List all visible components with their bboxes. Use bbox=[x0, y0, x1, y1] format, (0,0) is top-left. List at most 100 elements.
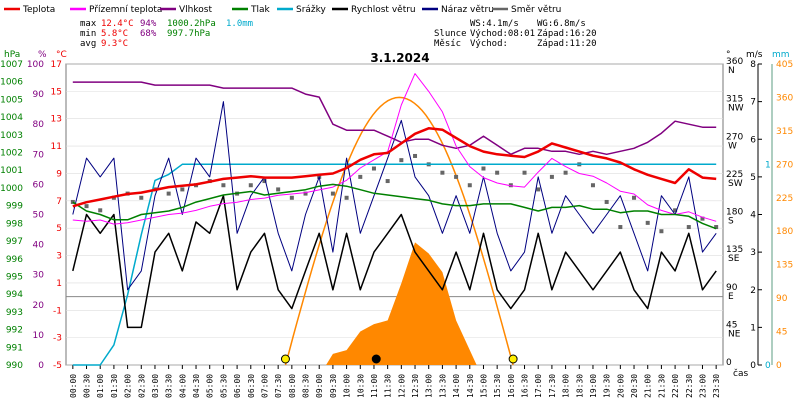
temperature-axis-tick: 11 bbox=[51, 142, 62, 152]
pressure-axis-tick: 992 bbox=[6, 326, 23, 336]
humidity-line bbox=[72, 81, 717, 156]
x-axis-tick-label: 04:30 bbox=[192, 374, 201, 398]
astro-info: WS:4.1m/s WG:6.8m/s Slunce Východ:08:01 … bbox=[434, 19, 597, 49]
astro-marker bbox=[280, 354, 290, 364]
x-axis-tick-label: 05:30 bbox=[219, 374, 228, 398]
wind-direction-point bbox=[604, 199, 609, 204]
x-axis-tick-label: 10:30 bbox=[356, 374, 365, 398]
wind-direction-point bbox=[289, 195, 294, 200]
wind-direction-axis-tick: 90 bbox=[726, 283, 738, 293]
legend-label-teplota: Teplota bbox=[22, 5, 55, 15]
wind-direction-point bbox=[590, 183, 595, 188]
x-axis-tick-label: 07:30 bbox=[274, 374, 283, 398]
plot-area: 1007100610051004100310021001100099999899… bbox=[0, 57, 793, 398]
humidity-axis-tick: 40 bbox=[33, 241, 45, 251]
humidity-axis-tick: 100 bbox=[27, 60, 44, 70]
wind-direction-point bbox=[399, 158, 404, 163]
wind-direction-point bbox=[686, 225, 691, 230]
humidity-axis-tick: 30 bbox=[33, 271, 45, 281]
temperature-axis-tick: 15 bbox=[51, 87, 62, 97]
rain-axis-tick: 0 bbox=[765, 361, 771, 371]
x-axis-tick-label: 11:00 bbox=[370, 374, 379, 398]
moon-label: Měsíc bbox=[434, 39, 461, 49]
sun-elevation-curve bbox=[284, 96, 514, 366]
stats-max-hum: 94% bbox=[140, 19, 157, 29]
legend: Teplota Přízemní teplota Vlhkost Tlak Sr… bbox=[4, 5, 561, 15]
pressure-axis-tick: 995 bbox=[6, 272, 23, 282]
wind-direction-point bbox=[700, 216, 705, 221]
x-axis-tick-label: 03:30 bbox=[165, 374, 174, 398]
temperature-axis-tick: 13 bbox=[51, 115, 62, 125]
wind-speed-axis-tick: 5 bbox=[750, 173, 756, 183]
wind-direction-point bbox=[139, 195, 144, 200]
wind-direction-axis-tick: 135 bbox=[726, 245, 743, 255]
wind-speed-line bbox=[72, 194, 717, 329]
wind-speed-axis-tick: 3 bbox=[750, 248, 756, 258]
pressure-axis-tick: 991 bbox=[6, 343, 23, 353]
moonrise-time: Východ: bbox=[470, 39, 508, 49]
x-axis-tick-label: 08:00 bbox=[288, 374, 297, 398]
wind-direction-point bbox=[673, 208, 678, 213]
pressure-axis-tick: 1002 bbox=[0, 149, 23, 159]
x-axis-tick-label: 13:00 bbox=[425, 374, 434, 398]
wind-direction-axis-tick: 225 bbox=[726, 170, 743, 180]
stats-max-label: max bbox=[80, 19, 97, 29]
pressure-axis-tick: 1001 bbox=[0, 166, 23, 176]
temperature-axis-tick: 9 bbox=[56, 169, 62, 179]
wind-direction-point bbox=[645, 220, 650, 225]
legend-label-srazky: Srážky bbox=[296, 5, 327, 15]
wind-direction-point bbox=[385, 179, 390, 184]
x-axis-tick-label: 22:30 bbox=[685, 374, 694, 398]
x-axis-tick-label: 09:30 bbox=[329, 374, 338, 398]
x-axis-tick-label: 21:00 bbox=[644, 374, 653, 398]
x-axis-tick-label: 02:30 bbox=[137, 374, 146, 398]
wind-direction-point bbox=[467, 183, 472, 188]
wind-direction-point bbox=[344, 195, 349, 200]
pressure-axis-tick: 998 bbox=[6, 219, 23, 229]
wind-direction-point bbox=[262, 179, 267, 184]
solar-axis-tick: 225 bbox=[776, 194, 793, 204]
wind-direction-cardinal-label: E bbox=[728, 292, 734, 302]
stats-min-press: 997.7hPa bbox=[167, 29, 210, 39]
pressure-axis-tick: 1004 bbox=[0, 113, 23, 123]
x-axis-tick-label: 08:30 bbox=[302, 374, 311, 398]
x-axis-tick-label: 01:30 bbox=[110, 374, 119, 398]
x-axis-tick-label: 23:30 bbox=[712, 374, 721, 398]
legend-label-smer-vetru: Směr větru bbox=[511, 5, 561, 15]
x-axis-tick-label: 22:00 bbox=[671, 374, 680, 398]
stats-max-temp: 12.4°C bbox=[101, 19, 134, 29]
pressure-axis-tick: 999 bbox=[6, 202, 23, 212]
x-axis-tick-label: 06:00 bbox=[233, 374, 242, 398]
x-axis-tick-label: 12:30 bbox=[411, 374, 420, 398]
x-axis-tick-label: 02:00 bbox=[124, 374, 133, 398]
x-axis-tick-label: 01:00 bbox=[96, 374, 105, 398]
x-axis-tick-label: 10:00 bbox=[343, 374, 352, 398]
x-axis-tick-label: 05:00 bbox=[206, 374, 215, 398]
x-axis-tick-label: 18:00 bbox=[562, 374, 571, 398]
wind-direction-axis-tick: 360 bbox=[726, 57, 743, 67]
x-axis-tick-label: 00:30 bbox=[83, 374, 92, 398]
pressure-axis-tick: 1000 bbox=[0, 184, 23, 194]
x-axis-tick-label: 19:00 bbox=[589, 374, 598, 398]
wind-direction-cardinal-label: N bbox=[728, 66, 735, 76]
humidity-axis-tick: 90 bbox=[33, 90, 45, 100]
wind-wg: WG:6.8m/s bbox=[537, 19, 586, 29]
legend-label-naraz-vetru: Náraz větru bbox=[441, 5, 494, 15]
x-axis-tick-label: 14:00 bbox=[452, 374, 461, 398]
wind-speed-axis-tick: 6 bbox=[750, 135, 756, 145]
astro-marker bbox=[371, 354, 381, 364]
wind-direction-point bbox=[495, 170, 500, 175]
wind-direction-point bbox=[303, 191, 308, 196]
wind-direction-axis-tick: 315 bbox=[726, 95, 743, 105]
wind-speed-axis-tick: 8 bbox=[750, 60, 756, 70]
astro-marker bbox=[508, 354, 518, 364]
stats-avg-temp: 9.3°C bbox=[101, 39, 128, 49]
axis-unit-mm: mm bbox=[772, 50, 790, 60]
x-axis-tick-label: 18:30 bbox=[575, 374, 584, 398]
sun-label: Slunce bbox=[434, 29, 467, 39]
wind-direction-point bbox=[98, 208, 103, 213]
wind-ws: WS:4.1m/s bbox=[470, 19, 519, 29]
rain-line bbox=[72, 163, 717, 366]
humidity-axis-tick: 10 bbox=[33, 331, 45, 341]
stats-block: max 12.4°C 94% 1000.2hPa 1.0mm min 5.8°C… bbox=[80, 19, 253, 49]
